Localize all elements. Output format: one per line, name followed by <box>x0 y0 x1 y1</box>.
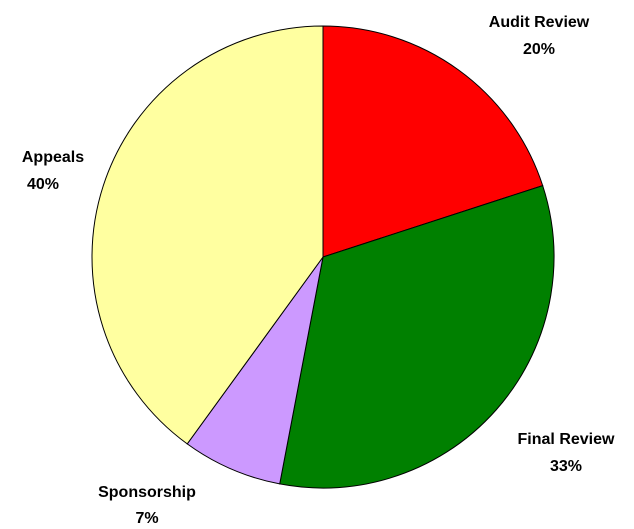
pie-slice-appeals <box>91 25 324 445</box>
pie-slice-final-review <box>279 184 555 489</box>
pie-slice-audit-review <box>322 25 544 258</box>
slice-label-audit-review: Audit Review <box>489 14 590 31</box>
slice-value-audit-review: 20% <box>523 41 555 58</box>
slice-value-sponsorship: 7% <box>135 510 158 527</box>
pie-slice-sponsorship <box>186 256 324 485</box>
slice-label-appeals: Appeals <box>22 149 84 166</box>
slice-value-final-review: 33% <box>550 458 582 475</box>
slice-value-appeals: 40% <box>27 176 59 193</box>
slice-label-sponsorship: Sponsorship <box>98 484 196 501</box>
slice-label-final-review: Final Review <box>518 431 615 448</box>
pie-labels: Audit Review 20% Final Review 33% Sponso… <box>22 14 615 527</box>
pie-slices <box>91 25 555 489</box>
